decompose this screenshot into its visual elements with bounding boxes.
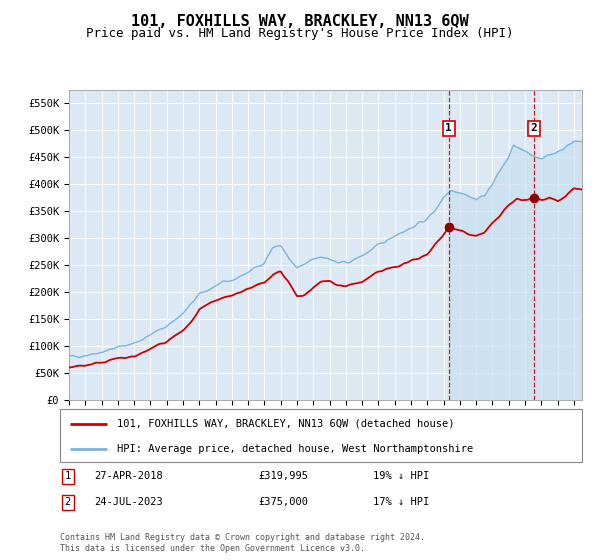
Text: 2: 2 — [531, 123, 538, 133]
Text: £319,995: £319,995 — [259, 472, 308, 482]
Text: 24-JUL-2023: 24-JUL-2023 — [94, 497, 163, 507]
Text: 17% ↓ HPI: 17% ↓ HPI — [373, 497, 430, 507]
Text: 19% ↓ HPI: 19% ↓ HPI — [373, 472, 430, 482]
Text: £375,000: £375,000 — [259, 497, 308, 507]
Text: HPI: Average price, detached house, West Northamptonshire: HPI: Average price, detached house, West… — [118, 444, 473, 454]
Text: 2: 2 — [65, 497, 71, 507]
Text: 1: 1 — [445, 123, 452, 133]
Text: 101, FOXHILLS WAY, BRACKLEY, NN13 6QW: 101, FOXHILLS WAY, BRACKLEY, NN13 6QW — [131, 14, 469, 29]
Text: Price paid vs. HM Land Registry's House Price Index (HPI): Price paid vs. HM Land Registry's House … — [86, 27, 514, 40]
Text: 1: 1 — [65, 472, 71, 482]
Text: 27-APR-2018: 27-APR-2018 — [94, 472, 163, 482]
Text: Contains HM Land Registry data © Crown copyright and database right 2024.
This d: Contains HM Land Registry data © Crown c… — [60, 533, 425, 553]
Text: 101, FOXHILLS WAY, BRACKLEY, NN13 6QW (detached house): 101, FOXHILLS WAY, BRACKLEY, NN13 6QW (d… — [118, 419, 455, 429]
